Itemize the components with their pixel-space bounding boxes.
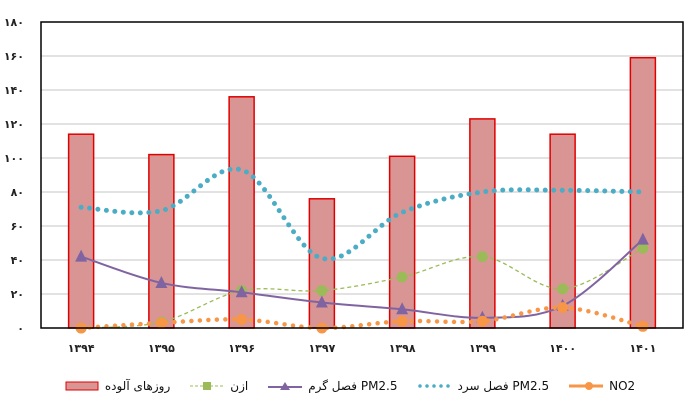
- x-tick-label: ۱۳۹۴: [68, 342, 95, 355]
- y-tick-label: ۱۸۰: [4, 16, 24, 29]
- legend-label: ازن: [230, 379, 249, 393]
- y-tick-label: ۲۰: [11, 288, 24, 301]
- bar: [629, 56, 657, 329]
- y-tick-label: ۴۰: [11, 254, 24, 267]
- y-tick-label: ۱۴۰: [4, 84, 24, 97]
- legend-item-polluted-days: روزهای آلوده: [65, 379, 170, 393]
- legend-item-no2: NO2: [569, 379, 635, 393]
- legend-line-swatch: [569, 382, 604, 390]
- data-point: [637, 320, 649, 332]
- x-tick-label: ۱۳۹۸: [389, 342, 416, 355]
- data-point: [235, 285, 248, 298]
- legend-label: NO2: [609, 379, 636, 393]
- legend-item-warm-pm25: فصل گرم PM2.5: [268, 379, 398, 393]
- legend-item-ozone: ازن: [190, 379, 248, 393]
- legend-label: روزهای آلوده: [104, 379, 171, 393]
- y-tick-label: ۰: [17, 322, 24, 335]
- series-line: [78, 166, 646, 262]
- legend: روزهای آلوده ازن فصل گرم PM2.5 فصل سرد P…: [0, 375, 700, 397]
- bar: [308, 198, 336, 329]
- data-point: [396, 315, 408, 327]
- y-tick-label: ۶۰: [11, 220, 24, 233]
- legend-line-swatch: [190, 382, 225, 390]
- x-tick-label: ۱۳۹۹: [469, 342, 496, 355]
- data-point: [396, 302, 409, 315]
- legend-label: فصل سرد PM2.5: [457, 379, 550, 393]
- x-tick-label: ۱۳۹۶: [228, 342, 255, 355]
- legend-line-swatch: [417, 384, 452, 388]
- data-point: [476, 315, 488, 327]
- data-point: [236, 314, 248, 325]
- data-point: [316, 285, 328, 297]
- data-point: [637, 242, 649, 254]
- data-point: [636, 232, 649, 245]
- series-line: [81, 247, 644, 329]
- bar: [148, 153, 175, 329]
- bar: [388, 155, 416, 329]
- x-tick-label: ۱۴۰۱: [629, 342, 656, 355]
- bar: [469, 118, 496, 329]
- data-point: [155, 317, 167, 329]
- y-tick-label: ۱۰۰: [4, 152, 24, 165]
- x-tick-label: ۱۳۹۵: [148, 342, 175, 355]
- y-tick-label: ۱۲۰: [4, 118, 24, 131]
- y-tick-label: ۸۰: [11, 186, 24, 199]
- data-point: [557, 283, 569, 295]
- legend-line-swatch: [268, 382, 303, 390]
- chart: ۰ ۲۰ ۴۰ ۶۰ ۸۰ ۱۰۰ ۱۲۰ ۱۴۰ ۱۶۰ ۱۸۰ ۱۳۹۴ ۱۳۹۵ ۱۳۹۶ ۱۳۹۷…: [4, 16, 684, 355]
- data-point: [75, 249, 88, 262]
- legend-bar-swatch: [65, 381, 99, 391]
- data-point: [476, 251, 488, 263]
- data-point: [315, 295, 328, 308]
- bar: [67, 133, 95, 329]
- x-tick-label: ۱۳۹۷: [308, 342, 335, 355]
- series-line: [78, 305, 646, 331]
- legend-item-cold-pm25: فصل سرد PM2.5: [417, 379, 550, 393]
- x-tick-label: ۱۴۰۰: [549, 342, 576, 355]
- data-point: [396, 271, 408, 283]
- data-point: [155, 275, 168, 288]
- y-tick-label: ۱۶۰: [4, 50, 24, 63]
- plot-border: [40, 21, 684, 329]
- legend-label: فصل گرم PM2.5: [308, 379, 398, 393]
- data-point: [557, 302, 569, 314]
